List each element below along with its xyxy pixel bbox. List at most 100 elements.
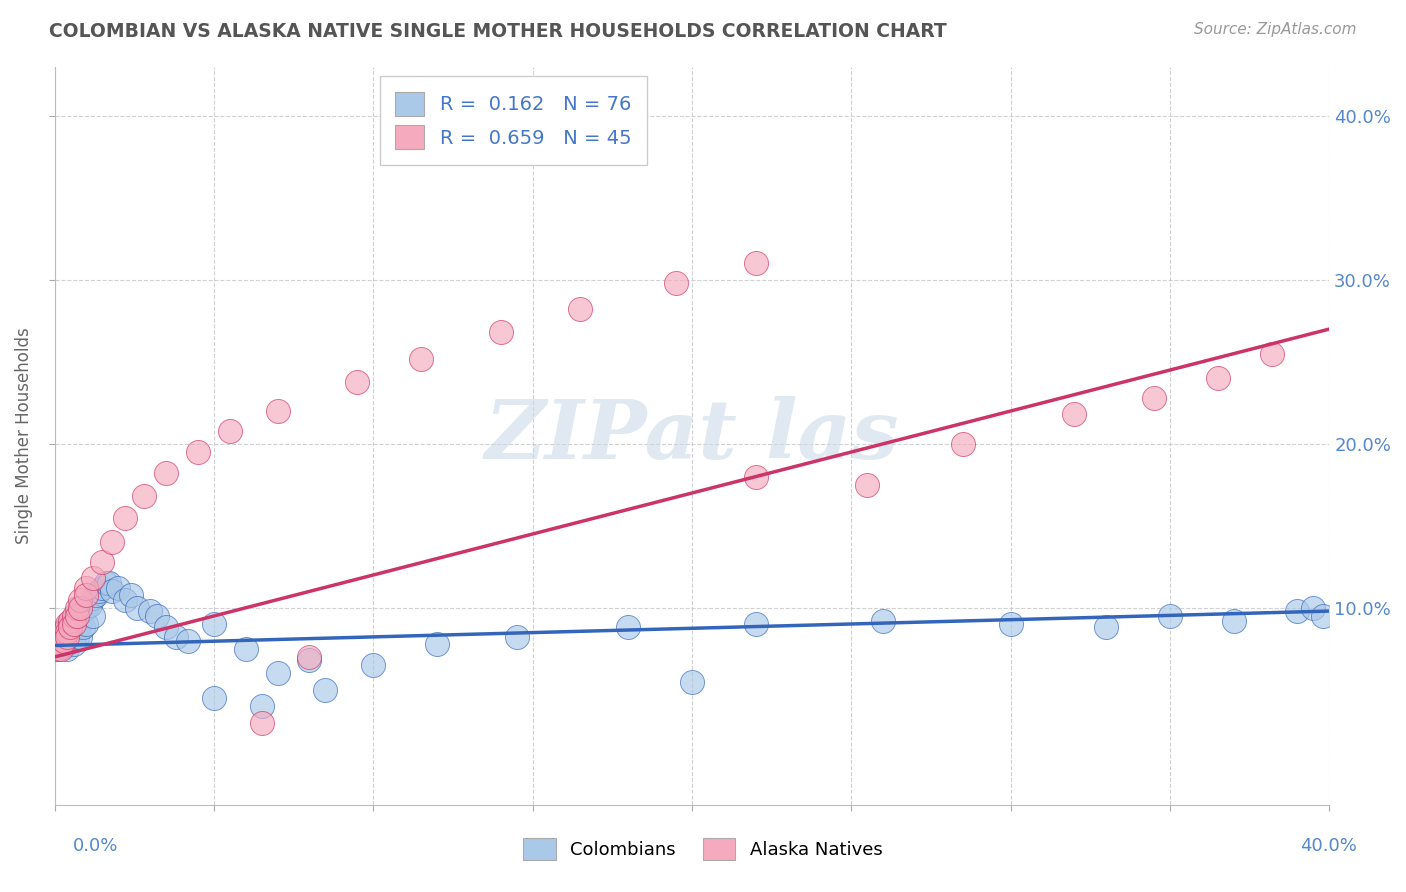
Point — [569, 302, 592, 317]
Point — [59, 630, 82, 644]
Point — [82, 609, 104, 624]
Point — [59, 614, 82, 628]
Point — [66, 630, 89, 644]
Point — [49, 635, 72, 649]
Point — [1286, 604, 1309, 618]
Point — [59, 635, 82, 649]
Point — [66, 609, 89, 624]
Point — [56, 629, 79, 643]
Point — [53, 633, 76, 648]
Point — [82, 591, 104, 605]
Point — [75, 600, 97, 615]
Legend: Colombians, Alaska Natives: Colombians, Alaska Natives — [516, 830, 890, 867]
Point — [120, 588, 142, 602]
Point — [84, 588, 107, 602]
Point — [89, 584, 111, 599]
Point — [218, 424, 240, 438]
Point — [1261, 346, 1284, 360]
Point — [46, 641, 69, 656]
Point — [202, 617, 225, 632]
Point — [66, 600, 89, 615]
Point — [266, 404, 288, 418]
Point — [139, 604, 162, 618]
Point — [62, 617, 84, 632]
Point — [681, 674, 703, 689]
Point — [132, 489, 155, 503]
Point — [101, 584, 124, 599]
Point — [1206, 371, 1229, 385]
Point — [62, 609, 84, 624]
Text: COLOMBIAN VS ALASKA NATIVE SINGLE MOTHER HOUSEHOLDS CORRELATION CHART: COLOMBIAN VS ALASKA NATIVE SINGLE MOTHER… — [49, 22, 948, 41]
Point — [91, 581, 114, 595]
Point — [56, 637, 79, 651]
Point — [69, 600, 91, 615]
Point — [617, 620, 640, 634]
Point — [56, 617, 79, 632]
Point — [69, 607, 91, 622]
Point — [56, 641, 79, 656]
Point — [53, 625, 76, 640]
Point — [46, 633, 69, 648]
Point — [49, 625, 72, 640]
Point — [75, 581, 97, 595]
Point — [187, 445, 209, 459]
Point — [155, 467, 177, 481]
Point — [101, 535, 124, 549]
Point — [59, 617, 82, 632]
Text: 40.0%: 40.0% — [1301, 837, 1357, 855]
Point — [49, 630, 72, 644]
Point — [79, 598, 101, 612]
Point — [298, 653, 321, 667]
Point — [56, 620, 79, 634]
Point — [56, 630, 79, 644]
Point — [361, 658, 384, 673]
Point — [53, 635, 76, 649]
Point — [1159, 609, 1181, 624]
Point — [665, 276, 688, 290]
Point — [62, 630, 84, 644]
Point — [66, 620, 89, 634]
Point — [505, 630, 527, 644]
Point — [75, 588, 97, 602]
Point — [82, 571, 104, 585]
Point — [298, 650, 321, 665]
Point — [165, 630, 187, 644]
Point — [53, 633, 76, 648]
Point — [872, 614, 894, 628]
Point — [744, 617, 766, 632]
Y-axis label: Single Mother Households: Single Mother Households — [15, 327, 32, 544]
Legend: R =  0.162   N = 76, R =  0.659   N = 45: R = 0.162 N = 76, R = 0.659 N = 45 — [380, 77, 647, 165]
Point — [155, 620, 177, 634]
Point — [202, 690, 225, 705]
Point — [177, 633, 200, 648]
Text: 0.0%: 0.0% — [73, 837, 118, 855]
Point — [49, 630, 72, 644]
Point — [266, 666, 288, 681]
Point — [489, 326, 512, 340]
Point — [69, 617, 91, 632]
Point — [250, 715, 273, 730]
Point — [856, 478, 879, 492]
Point — [409, 351, 432, 366]
Point — [46, 633, 69, 648]
Point — [1063, 407, 1085, 421]
Point — [952, 437, 974, 451]
Text: ZIPat las: ZIPat las — [485, 396, 900, 475]
Point — [53, 625, 76, 640]
Point — [56, 633, 79, 648]
Point — [145, 609, 167, 624]
Point — [250, 699, 273, 714]
Point — [49, 640, 72, 654]
Point — [49, 637, 72, 651]
Point — [46, 641, 69, 656]
Point — [62, 614, 84, 628]
Point — [1143, 391, 1166, 405]
Point — [49, 641, 72, 656]
Point — [235, 641, 257, 656]
Point — [1222, 614, 1244, 628]
Point — [127, 600, 149, 615]
Point — [72, 604, 94, 618]
Point — [97, 576, 120, 591]
Point — [1000, 617, 1022, 632]
Point — [744, 256, 766, 270]
